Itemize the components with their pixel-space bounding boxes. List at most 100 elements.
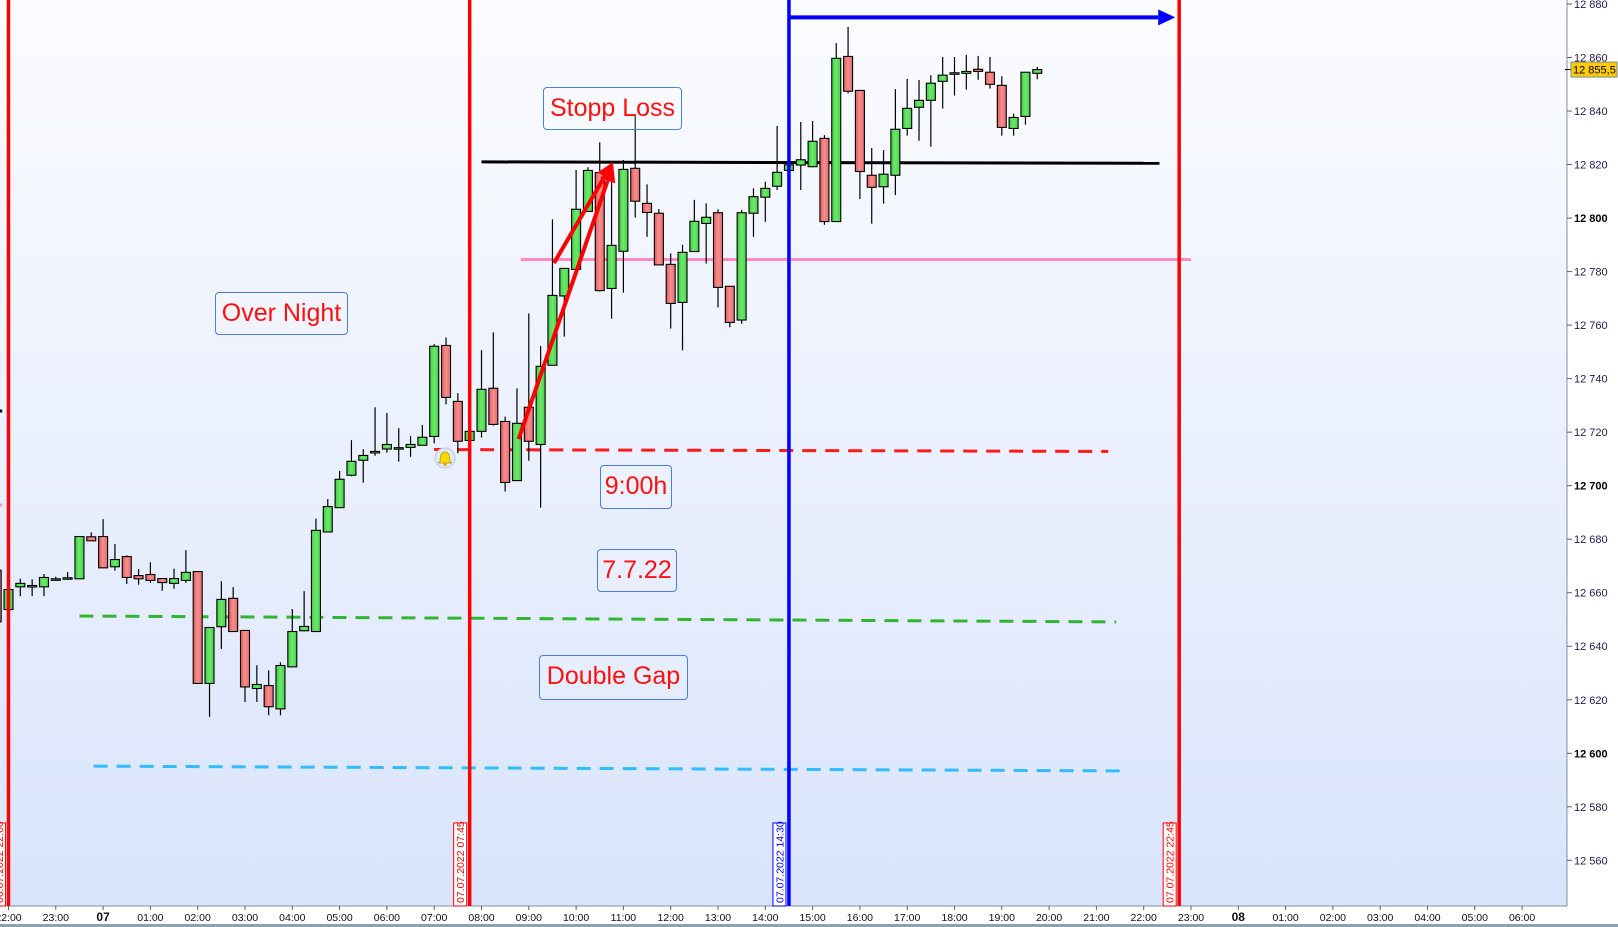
candle[interactable]: [38, 573, 50, 597]
cyan-dashed-level-line[interactable]: [93, 764, 1128, 773]
candle[interactable]: [393, 428, 404, 462]
candle[interactable]: [843, 27, 854, 94]
time-tick-label: 01:00: [1272, 912, 1298, 924]
candle[interactable]: [15, 578, 26, 597]
candle[interactable]: [949, 56, 960, 96]
candle[interactable]: [736, 210, 747, 324]
candle[interactable]: [819, 135, 830, 225]
candle[interactable]: [239, 629, 251, 702]
red-dashed-level-line[interactable]: [434, 448, 1109, 453]
candle[interactable]: [310, 518, 322, 633]
candle[interactable]: [346, 440, 357, 477]
candle[interactable]: [878, 150, 889, 204]
candle[interactable]: [890, 89, 901, 196]
candle[interactable]: [677, 244, 688, 351]
candle[interactable]: [121, 555, 132, 584]
candle[interactable]: [476, 350, 487, 438]
candle[interactable]: [381, 412, 392, 453]
candle[interactable]: [961, 54, 972, 90]
candle-body: [216, 598, 227, 628]
time-label[interactable]: 9:00h: [600, 465, 672, 509]
candle[interactable]: [1020, 71, 1031, 125]
candle[interactable]: [228, 587, 239, 633]
candle[interactable]: [925, 75, 936, 147]
price-tick-label: 12 600: [1574, 748, 1608, 760]
candle[interactable]: [98, 519, 109, 569]
candle-body: [819, 137, 830, 223]
candle[interactable]: [358, 449, 369, 483]
candle[interactable]: [216, 581, 227, 649]
candle[interactable]: [973, 55, 984, 80]
candle[interactable]: [27, 579, 38, 597]
candle[interactable]: [618, 160, 629, 293]
candle[interactable]: [854, 89, 865, 200]
candle[interactable]: [488, 332, 499, 426]
red-arrow-2[interactable]: [516, 164, 616, 440]
candle[interactable]: [50, 576, 61, 581]
candle[interactable]: [500, 416, 511, 492]
candle[interactable]: [1008, 113, 1019, 136]
over-night-label[interactable]: Over Night: [215, 292, 348, 335]
candle[interactable]: [712, 209, 724, 308]
candle[interactable]: [772, 126, 783, 190]
candle[interactable]: [86, 532, 97, 542]
candle[interactable]: [606, 180, 617, 319]
candle[interactable]: [831, 43, 842, 223]
candle[interactable]: [299, 591, 310, 632]
candle-body: [393, 447, 404, 450]
candle[interactable]: [405, 435, 416, 457]
candle[interactable]: [866, 147, 877, 224]
time-tick-label: 04:00: [279, 912, 305, 924]
candle[interactable]: [180, 550, 191, 583]
candle[interactable]: [169, 568, 180, 589]
candle[interactable]: [74, 535, 85, 580]
date-label[interactable]: 7.7.22: [597, 549, 677, 592]
candle[interactable]: [665, 253, 676, 329]
candle[interactable]: [913, 79, 925, 141]
bell-icon[interactable]: [434, 447, 456, 469]
candle[interactable]: [429, 344, 440, 444]
candle[interactable]: [748, 188, 759, 237]
candle[interactable]: [937, 56, 948, 109]
candle[interactable]: [641, 184, 653, 237]
candle[interactable]: [192, 571, 203, 684]
candle[interactable]: [251, 665, 262, 702]
candle[interactable]: [701, 203, 712, 264]
time-tick-label: 08: [1232, 910, 1246, 924]
candle[interactable]: [653, 208, 664, 266]
green-dashed-level-line[interactable]: [79, 614, 1117, 624]
candle[interactable]: [62, 572, 73, 580]
candle[interactable]: [334, 470, 345, 509]
candle[interactable]: [263, 670, 274, 716]
candle[interactable]: [724, 285, 735, 328]
candle[interactable]: [795, 122, 806, 190]
candle[interactable]: [204, 626, 215, 717]
time-tick-label: 17:00: [894, 912, 920, 924]
double-gap-label[interactable]: Double Gap: [539, 655, 688, 700]
candle[interactable]: [275, 662, 286, 716]
candle[interactable]: [145, 562, 156, 583]
candle[interactable]: [0, 569, 2, 623]
candle[interactable]: [807, 120, 818, 168]
candle[interactable]: [322, 499, 333, 533]
candle[interactable]: [452, 393, 463, 454]
candle[interactable]: [287, 609, 298, 668]
arrow-head: [600, 164, 616, 184]
candle[interactable]: [902, 78, 913, 136]
candle[interactable]: [689, 199, 700, 253]
candle[interactable]: [1032, 66, 1043, 80]
candle[interactable]: [630, 113, 641, 218]
candle[interactable]: [157, 577, 168, 591]
candle[interactable]: [370, 407, 381, 456]
stopp-loss-label[interactable]: Stopp Loss: [543, 87, 682, 130]
blue-arrow[interactable]: [788, 9, 1176, 26]
candle[interactable]: [760, 181, 771, 222]
candle[interactable]: [440, 337, 452, 405]
candle[interactable]: [511, 388, 523, 482]
candle[interactable]: [133, 569, 144, 585]
candle[interactable]: [996, 76, 1007, 136]
candle[interactable]: [417, 424, 428, 446]
candle[interactable]: [984, 56, 996, 89]
candle[interactable]: [109, 544, 120, 571]
